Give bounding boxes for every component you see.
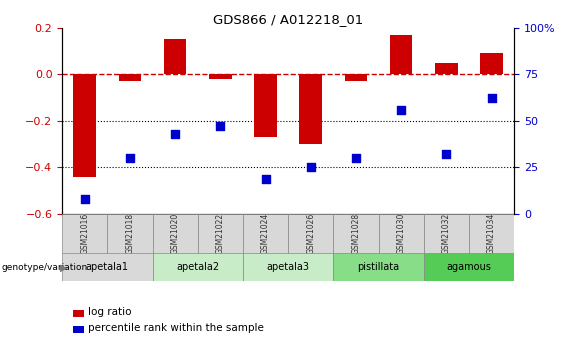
FancyBboxPatch shape xyxy=(469,214,514,254)
Bar xyxy=(119,74,141,81)
Text: percentile rank within the sample: percentile rank within the sample xyxy=(88,323,263,333)
Point xyxy=(171,131,180,137)
FancyBboxPatch shape xyxy=(288,214,333,254)
FancyBboxPatch shape xyxy=(333,214,379,254)
FancyBboxPatch shape xyxy=(379,214,424,254)
FancyBboxPatch shape xyxy=(333,253,424,281)
Text: GSM21028: GSM21028 xyxy=(351,213,360,254)
Point xyxy=(397,107,406,112)
Point xyxy=(487,96,496,101)
Text: agamous: agamous xyxy=(446,262,492,272)
FancyBboxPatch shape xyxy=(198,214,243,254)
Text: GSM21018: GSM21018 xyxy=(125,213,134,254)
Bar xyxy=(299,74,322,144)
Title: GDS866 / A012218_01: GDS866 / A012218_01 xyxy=(213,13,363,27)
FancyBboxPatch shape xyxy=(153,253,243,281)
Text: GSM21016: GSM21016 xyxy=(80,213,89,254)
FancyBboxPatch shape xyxy=(424,214,469,254)
FancyBboxPatch shape xyxy=(153,214,198,254)
Point xyxy=(351,155,360,161)
Bar xyxy=(480,53,503,74)
Point xyxy=(80,196,89,202)
Bar xyxy=(390,34,412,74)
Bar xyxy=(164,39,186,74)
Point xyxy=(216,124,225,129)
Point xyxy=(306,165,315,170)
Text: GSM21020: GSM21020 xyxy=(171,213,180,254)
Bar xyxy=(345,74,367,81)
FancyBboxPatch shape xyxy=(243,253,333,281)
Bar xyxy=(435,62,458,74)
Text: GSM21026: GSM21026 xyxy=(306,213,315,254)
Text: genotype/variation: genotype/variation xyxy=(1,263,88,272)
Text: log ratio: log ratio xyxy=(88,307,131,317)
FancyBboxPatch shape xyxy=(243,214,288,254)
FancyBboxPatch shape xyxy=(62,214,107,254)
Text: apetala2: apetala2 xyxy=(176,262,219,272)
Bar xyxy=(73,74,96,177)
Text: ▶: ▶ xyxy=(60,263,68,272)
Text: GSM21030: GSM21030 xyxy=(397,213,406,254)
Text: GSM21022: GSM21022 xyxy=(216,213,225,254)
Text: apetala1: apetala1 xyxy=(86,262,129,272)
Text: GSM21034: GSM21034 xyxy=(487,213,496,254)
Bar xyxy=(254,74,277,137)
Text: GSM21024: GSM21024 xyxy=(261,213,270,254)
FancyBboxPatch shape xyxy=(62,253,153,281)
Point xyxy=(442,151,451,157)
Point xyxy=(261,176,270,181)
FancyBboxPatch shape xyxy=(107,214,153,254)
Text: apetala3: apetala3 xyxy=(267,262,310,272)
Text: pistillata: pistillata xyxy=(358,262,399,272)
FancyBboxPatch shape xyxy=(424,253,514,281)
Text: GSM21032: GSM21032 xyxy=(442,213,451,254)
Bar xyxy=(209,74,232,79)
Point xyxy=(125,155,134,161)
